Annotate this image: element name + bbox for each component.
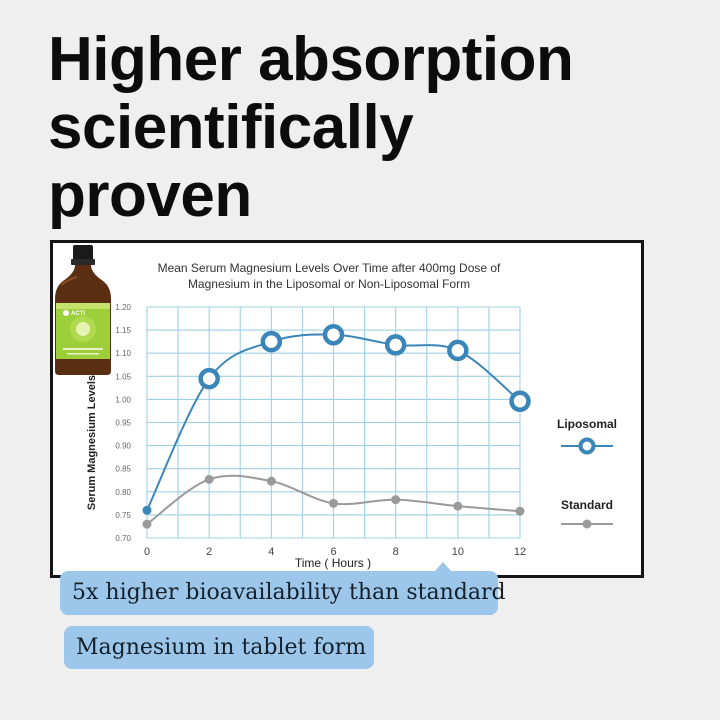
chart: Mean Serum Magnesium Levels Over Time af… xyxy=(86,261,617,570)
data-point xyxy=(266,476,276,486)
data-point xyxy=(198,367,220,390)
data-point xyxy=(447,339,469,362)
x-tick-label: 8 xyxy=(393,546,399,558)
supplement-bottle-icon: ACTI xyxy=(55,245,111,375)
y-tick-label: 0.90 xyxy=(115,442,131,451)
data-point xyxy=(142,505,152,515)
data-point xyxy=(260,330,283,353)
chart-card: Mean Serum Magnesium Levels Over Time af… xyxy=(50,240,644,578)
y-tick-label: 0.95 xyxy=(115,419,131,428)
data-point xyxy=(142,519,152,529)
data-point xyxy=(509,390,531,412)
x-tick-label: 12 xyxy=(514,546,526,558)
legend-marker xyxy=(582,519,592,529)
grid xyxy=(146,306,521,539)
data-point xyxy=(322,323,345,346)
chart-title: Mean Serum Magnesium Levels Over Time af… xyxy=(158,261,501,275)
data-point xyxy=(204,474,214,484)
legend-label: Standard xyxy=(561,498,613,512)
x-tick-label: 2 xyxy=(206,546,212,558)
data-point xyxy=(391,495,401,505)
bottle-brand-label: ACTI xyxy=(71,311,85,317)
x-tick-label: 0 xyxy=(144,546,150,558)
data-point xyxy=(329,498,338,508)
y-axis-label: Serum Magnesium Levels ( µg/L ) xyxy=(86,336,98,511)
y-tick-label: 1.15 xyxy=(115,326,131,335)
y-tick-label: 0.75 xyxy=(115,511,131,520)
legend-label: Liposomal xyxy=(557,417,617,431)
y-tick-label: 0.85 xyxy=(115,465,131,474)
headline: Higher absorption scientifically proven xyxy=(48,25,574,230)
y-tick-label: 1.05 xyxy=(115,372,131,381)
legend-marker xyxy=(578,437,596,455)
x-tick-label: 4 xyxy=(268,546,274,558)
y-tick-label: 1.00 xyxy=(115,395,131,404)
callout-bioavailability: 5x higher bioavailability than standard xyxy=(60,562,506,615)
y-tick-label: 0.70 xyxy=(115,534,131,543)
data-point xyxy=(515,506,525,516)
x-tick-label: 6 xyxy=(330,546,336,558)
headline-line: proven xyxy=(48,161,252,230)
x-tick-label: 10 xyxy=(452,546,464,558)
callout-tablet-form: Magnesium in tablet form xyxy=(64,626,374,669)
chart-title: Magnesium in the Liposomal or Non-Liposo… xyxy=(188,277,470,291)
y-tick-label: 1.10 xyxy=(115,349,131,358)
y-tick-label: 0.80 xyxy=(115,488,131,497)
data-point xyxy=(453,501,463,511)
y-tick-label: 1.20 xyxy=(115,303,131,312)
headline-line: Higher absorption xyxy=(48,25,574,94)
x-axis-label: Time ( Hours ) xyxy=(295,556,371,570)
headline-line: scientifically xyxy=(48,93,414,162)
data-point xyxy=(384,334,407,356)
